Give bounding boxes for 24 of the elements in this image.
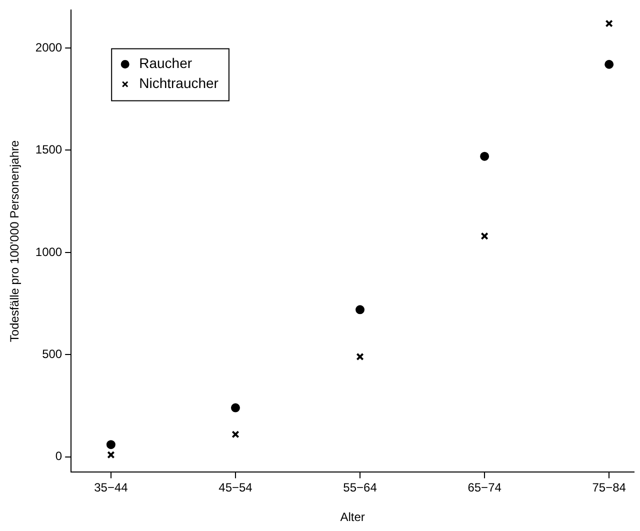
- point: [106, 440, 116, 450]
- y-tick-label: 0: [55, 449, 62, 464]
- x-tick-label: 65−74: [468, 480, 502, 495]
- x-axis-title: Alter: [340, 510, 365, 524]
- point: [604, 60, 614, 69]
- y-tick-label: 1000: [35, 244, 62, 259]
- point: [605, 20, 613, 28]
- y-tick-label: 2000: [35, 40, 62, 54]
- legend-label: Nichtraucher: [139, 75, 219, 92]
- point: [480, 152, 490, 161]
- y-axis-title: Todesfälle pro 100'000 Personenjahre: [8, 140, 22, 342]
- x-tick-label: 45−54: [218, 480, 253, 495]
- point: [356, 305, 365, 314]
- point: [480, 232, 488, 240]
- x-tick-label: 75−84: [592, 480, 626, 495]
- x-tick-label: 55−64: [343, 480, 378, 495]
- point: [230, 403, 240, 412]
- point: [232, 430, 240, 438]
- y-tick-label: 1500: [35, 142, 62, 157]
- y-tick-label: 500: [42, 346, 62, 361]
- point: [356, 352, 364, 361]
- point: [107, 450, 115, 459]
- x-tick-label: 35−44: [94, 480, 128, 495]
- legend-label: Raucher: [139, 55, 192, 72]
